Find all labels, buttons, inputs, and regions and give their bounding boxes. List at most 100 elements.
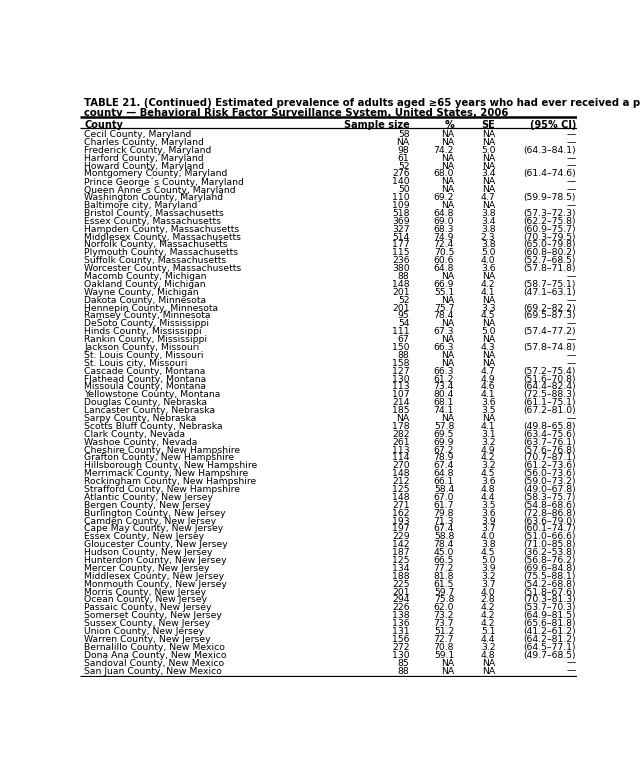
Text: 5.0: 5.0 bbox=[481, 248, 495, 257]
Text: NA: NA bbox=[396, 414, 410, 423]
Text: NA: NA bbox=[482, 667, 495, 676]
Text: 3.6: 3.6 bbox=[481, 477, 495, 486]
Text: 125: 125 bbox=[392, 556, 410, 565]
Text: 158: 158 bbox=[392, 359, 410, 368]
Text: 4.7: 4.7 bbox=[481, 367, 495, 376]
Text: 3.8: 3.8 bbox=[481, 224, 495, 234]
Text: 58.4: 58.4 bbox=[434, 485, 454, 494]
Text: (49.8–65.8): (49.8–65.8) bbox=[524, 422, 576, 431]
Text: SE: SE bbox=[481, 120, 495, 130]
Text: 3.3: 3.3 bbox=[481, 304, 495, 313]
Text: NA: NA bbox=[482, 359, 495, 368]
Text: —: — bbox=[567, 185, 576, 194]
Text: (63.7–76.1): (63.7–76.1) bbox=[523, 438, 576, 447]
Text: Washington County, Maryland: Washington County, Maryland bbox=[84, 193, 223, 202]
Text: (57.3–72.3): (57.3–72.3) bbox=[524, 209, 576, 218]
Text: (71.0–85.8): (71.0–85.8) bbox=[524, 540, 576, 549]
Text: DeSoto County, Mississippi: DeSoto County, Mississippi bbox=[84, 320, 209, 328]
Text: 4.1: 4.1 bbox=[481, 422, 495, 431]
Text: 72.7: 72.7 bbox=[434, 635, 454, 644]
Text: 58.8: 58.8 bbox=[434, 533, 454, 541]
Text: (69.6–84.8): (69.6–84.8) bbox=[523, 564, 576, 573]
Text: Cape May County, New Jersey: Cape May County, New Jersey bbox=[84, 524, 223, 533]
Text: 188: 188 bbox=[392, 572, 410, 581]
Text: (56.8–76.2): (56.8–76.2) bbox=[524, 556, 576, 565]
Text: Prince George´s County, Maryland: Prince George´s County, Maryland bbox=[84, 177, 244, 186]
Text: —: — bbox=[567, 272, 576, 281]
Text: 4.0: 4.0 bbox=[481, 587, 495, 597]
Text: Burlington County, New Jersey: Burlington County, New Jersey bbox=[84, 508, 226, 517]
Text: Queen Anne´s County, Maryland: Queen Anne´s County, Maryland bbox=[84, 185, 236, 195]
Text: 3.2: 3.2 bbox=[481, 643, 495, 652]
Text: —: — bbox=[567, 667, 576, 676]
Text: 150: 150 bbox=[392, 343, 410, 352]
Text: 115: 115 bbox=[392, 248, 410, 257]
Text: 88: 88 bbox=[397, 667, 410, 676]
Text: Missoula County, Montana: Missoula County, Montana bbox=[84, 383, 206, 391]
Text: 201: 201 bbox=[392, 304, 410, 313]
Text: —: — bbox=[567, 320, 576, 328]
Text: 64.8: 64.8 bbox=[434, 470, 454, 478]
Text: NA: NA bbox=[441, 161, 454, 170]
Text: Lancaster County, Nebraska: Lancaster County, Nebraska bbox=[84, 406, 215, 416]
Text: 114: 114 bbox=[392, 454, 410, 463]
Text: 57.8: 57.8 bbox=[434, 422, 454, 431]
Text: 79.8: 79.8 bbox=[434, 508, 454, 517]
Text: 78.4: 78.4 bbox=[434, 311, 454, 320]
Text: NA: NA bbox=[441, 201, 454, 210]
Text: 4.2: 4.2 bbox=[481, 603, 495, 613]
Text: NA: NA bbox=[482, 272, 495, 281]
Text: 3.4: 3.4 bbox=[481, 217, 495, 226]
Text: 64.8: 64.8 bbox=[434, 264, 454, 273]
Text: (63.4–75.6): (63.4–75.6) bbox=[524, 430, 576, 439]
Text: NA: NA bbox=[482, 138, 495, 147]
Text: NA: NA bbox=[482, 351, 495, 360]
Text: 61.2: 61.2 bbox=[434, 374, 454, 384]
Text: %: % bbox=[444, 120, 454, 130]
Text: 156: 156 bbox=[392, 635, 410, 644]
Text: 78.4: 78.4 bbox=[434, 540, 454, 549]
Text: Hunterdon County, New Jersey: Hunterdon County, New Jersey bbox=[84, 556, 227, 565]
Text: (69.5–87.3): (69.5–87.3) bbox=[524, 311, 576, 320]
Text: Dona Ana County, New Mexico: Dona Ana County, New Mexico bbox=[84, 651, 227, 660]
Text: Morris County, New Jersey: Morris County, New Jersey bbox=[84, 587, 206, 597]
Text: 5.0: 5.0 bbox=[481, 327, 495, 336]
Text: 66.3: 66.3 bbox=[434, 367, 454, 376]
Text: 140: 140 bbox=[392, 177, 410, 186]
Text: Gloucester County, New Jersey: Gloucester County, New Jersey bbox=[84, 540, 228, 549]
Text: NA: NA bbox=[441, 667, 454, 676]
Text: NA: NA bbox=[482, 161, 495, 170]
Text: 201: 201 bbox=[392, 288, 410, 297]
Text: Hampden County, Massachusetts: Hampden County, Massachusetts bbox=[84, 224, 239, 234]
Text: (51.8–67.6): (51.8–67.6) bbox=[524, 587, 576, 597]
Text: 4.1: 4.1 bbox=[481, 288, 495, 297]
Text: Cecil County, Maryland: Cecil County, Maryland bbox=[84, 130, 192, 139]
Text: (36.2–53.8): (36.2–53.8) bbox=[524, 548, 576, 557]
Text: (57.8–74.8): (57.8–74.8) bbox=[524, 343, 576, 352]
Text: Mercer County, New Jersey: Mercer County, New Jersey bbox=[84, 564, 210, 573]
Text: NA: NA bbox=[441, 296, 454, 304]
Text: 131: 131 bbox=[392, 627, 410, 636]
Text: 187: 187 bbox=[392, 548, 410, 557]
Text: (51.0–66.6): (51.0–66.6) bbox=[524, 533, 576, 541]
Text: Dakota County, Minnesota: Dakota County, Minnesota bbox=[84, 296, 206, 304]
Text: 75.7: 75.7 bbox=[434, 304, 454, 313]
Text: 68.0: 68.0 bbox=[434, 170, 454, 179]
Text: 4.9: 4.9 bbox=[481, 446, 495, 454]
Text: —: — bbox=[567, 177, 576, 186]
Text: 70.5: 70.5 bbox=[434, 248, 454, 257]
Text: (70.3–79.5): (70.3–79.5) bbox=[524, 233, 576, 241]
Text: Cascade County, Montana: Cascade County, Montana bbox=[84, 367, 206, 376]
Text: 85: 85 bbox=[398, 658, 410, 667]
Text: 5.1: 5.1 bbox=[481, 627, 495, 636]
Text: (60.9–75.7): (60.9–75.7) bbox=[524, 224, 576, 234]
Text: (58.7–75.1): (58.7–75.1) bbox=[524, 280, 576, 289]
Text: Macomb County, Michigan: Macomb County, Michigan bbox=[84, 272, 206, 281]
Text: (61.2–73.6): (61.2–73.6) bbox=[523, 461, 576, 470]
Text: 74.9: 74.9 bbox=[434, 233, 454, 241]
Text: Jackson County, Missouri: Jackson County, Missouri bbox=[84, 343, 199, 352]
Text: Scotts Bluff County, Nebraska: Scotts Bluff County, Nebraska bbox=[84, 422, 222, 431]
Text: 276: 276 bbox=[392, 170, 410, 179]
Text: (64.4–82.4): (64.4–82.4) bbox=[523, 383, 576, 391]
Text: 236: 236 bbox=[392, 256, 410, 266]
